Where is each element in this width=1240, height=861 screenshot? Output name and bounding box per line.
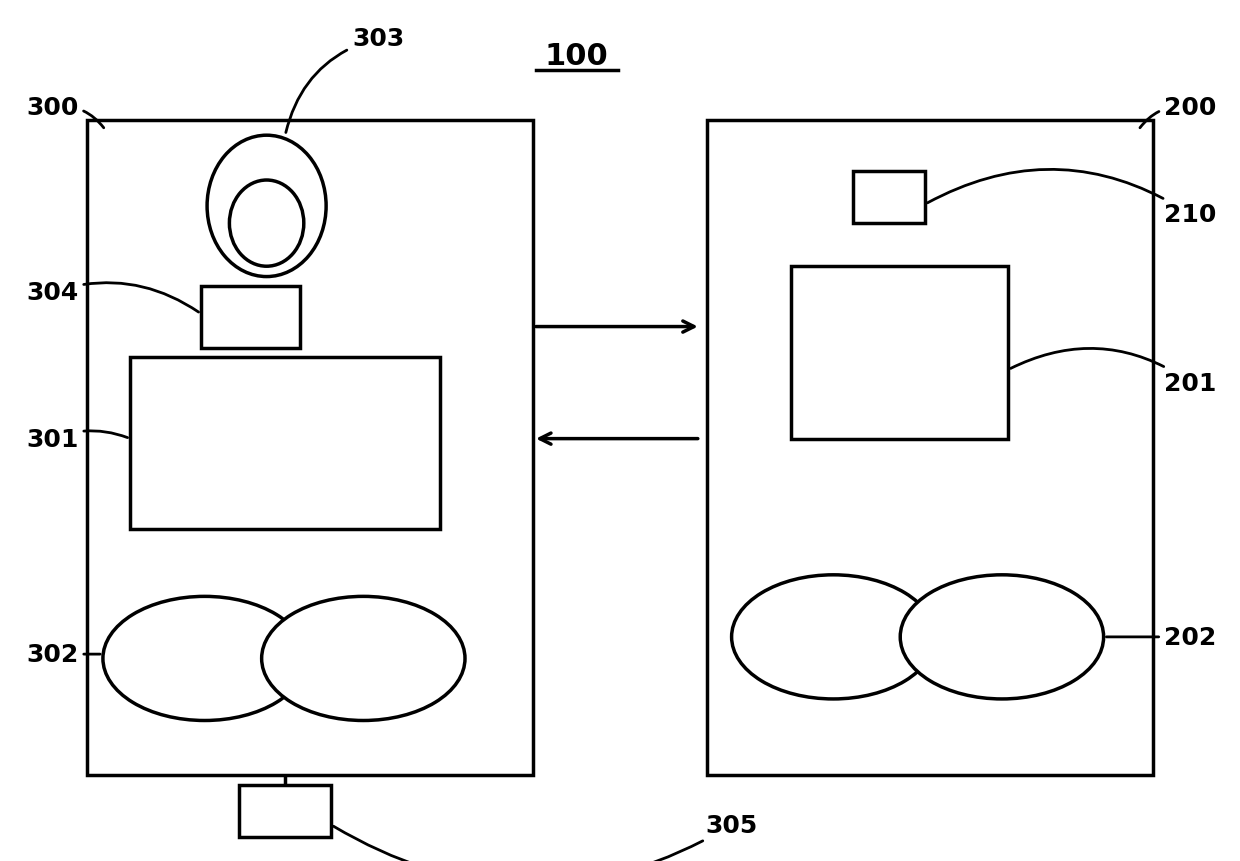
Text: 202: 202	[1106, 625, 1216, 649]
Bar	[791, 267, 1008, 439]
Ellipse shape	[207, 136, 326, 277]
Text: 302: 302	[26, 642, 100, 666]
Ellipse shape	[900, 575, 1104, 699]
Text: 303: 303	[286, 27, 404, 133]
Text: 301: 301	[26, 427, 128, 451]
Bar	[707, 121, 1153, 775]
Ellipse shape	[103, 597, 306, 721]
Bar	[87, 121, 533, 775]
Text: 100: 100	[544, 41, 609, 71]
Text: 300: 300	[26, 96, 104, 128]
Ellipse shape	[229, 181, 304, 267]
Text: 210: 210	[928, 170, 1216, 227]
Bar	[853, 172, 925, 224]
Text: 201: 201	[1011, 349, 1216, 395]
Text: 305: 305	[334, 813, 758, 861]
Text: 304: 304	[26, 281, 198, 313]
Bar	[201, 287, 300, 349]
Bar	[130, 357, 440, 530]
Ellipse shape	[262, 597, 465, 721]
Text: 200: 200	[1140, 96, 1216, 128]
Bar	[239, 785, 331, 837]
Ellipse shape	[732, 575, 935, 699]
